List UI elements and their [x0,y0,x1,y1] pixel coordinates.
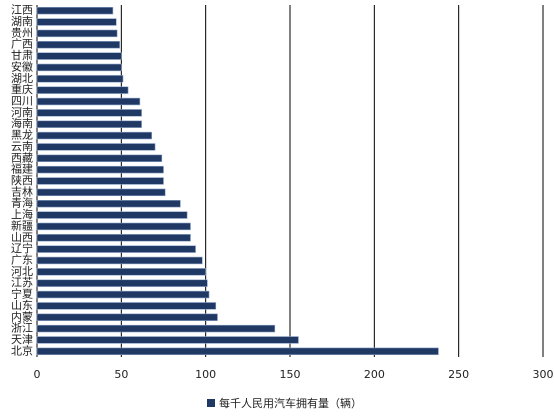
bar [36,279,208,287]
bar [36,18,117,26]
y-tick-label: 宁夏 [11,287,33,301]
bar [36,29,118,38]
y-tick-label: 云南 [11,140,33,153]
bar [36,154,163,162]
y-tick-label: 内蒙 [11,309,33,323]
bar [36,86,129,94]
bar [36,200,181,208]
bar [36,222,191,231]
x-tick-label: 50 [114,368,128,381]
bar [36,347,439,356]
y-tick-label: 山东 [11,299,33,312]
legend-label: 每千人民用汽车拥有量（辆） [219,396,362,410]
bar [36,336,299,344]
y-tick-label: 北京 [11,343,33,357]
bar [36,245,196,253]
y-tick-label: 甘肃 [11,49,33,62]
y-tick-label: 湖北 [11,72,33,85]
y-tick-label: 广西 [11,38,33,51]
y-tick-label: 新疆 [11,218,33,232]
bar [36,256,203,265]
y-tick-label: 福建 [11,162,33,176]
bar [36,109,142,117]
bar [36,52,122,60]
y-tick-label: 安徽 [11,59,33,73]
bar [36,188,166,197]
y-tick-label: 青海 [11,196,33,210]
x-tick-label: 0 [34,368,41,381]
bar [36,63,122,72]
bar [36,6,114,15]
x-tick-label: 100 [195,368,216,381]
y-tick-label: 广东 [11,253,33,266]
bar [36,313,218,321]
x-tick-label: 300 [533,368,554,381]
bar [36,302,217,310]
y-tick-label: 上海 [11,207,33,221]
bar [36,177,164,185]
x-tick-label: 250 [448,368,469,381]
y-tick-label: 重庆 [11,82,33,96]
bar [36,165,164,174]
bar [36,131,152,140]
bar [36,41,120,49]
y-tick-label: 西藏 [11,151,33,164]
y-tick-label: 山西 [11,231,33,244]
x-tick-label: 150 [280,368,301,381]
x-tick-label: 200 [364,368,385,381]
y-tick-label: 江西 [11,4,33,17]
y-tick-label: 陕西 [11,173,33,187]
y-tick-label: 吉林 [11,184,33,198]
y-tick-label: 河北 [11,265,33,278]
y-tick-label: 贵州 [11,26,33,39]
bar [36,75,124,83]
bar [36,97,141,106]
bar [36,324,276,333]
y-tick-label: 河南 [11,106,33,119]
y-tick-label: 黑龙 [11,129,33,142]
y-tick-label: 辽宁 [11,241,33,255]
bar [36,211,188,219]
y-tick-label: 浙江 [11,322,33,335]
y-tick-label: 江苏 [11,276,33,289]
bar [36,143,156,151]
bar [36,234,191,242]
y-tick-label: 四川 [11,95,33,108]
y-tick-label: 海南 [11,116,33,130]
bar [36,120,142,128]
y-tick-label: 湖南 [11,15,33,28]
legend-swatch [207,399,215,407]
bar [36,268,206,276]
bar [36,290,210,299]
y-tick-label: 天津 [11,333,33,346]
